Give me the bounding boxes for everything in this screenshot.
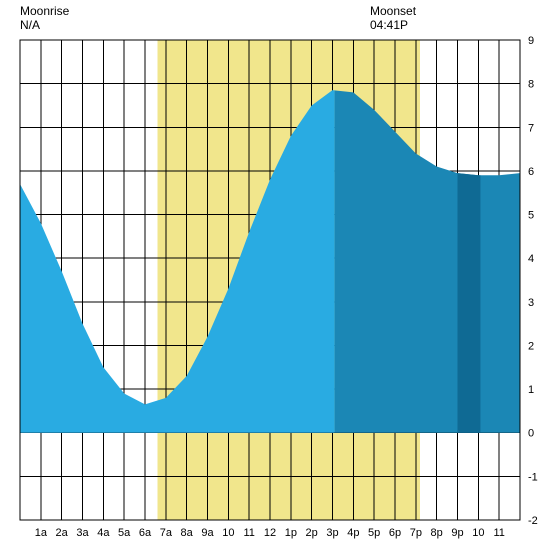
- x-tick-label: 2p: [306, 527, 318, 539]
- y-tick-label: 5: [528, 210, 534, 222]
- x-tick-label: 3p: [326, 527, 338, 539]
- x-tick-label: 4a: [97, 527, 110, 539]
- x-tick-label: 10: [222, 527, 234, 539]
- x-tick-label: 3a: [76, 527, 89, 539]
- y-tick-label: 4: [528, 253, 534, 265]
- x-tick-label: 6a: [139, 527, 152, 539]
- y-tick-label: 2: [528, 340, 534, 352]
- chart-svg: -2-101234567891a2a3a4a5a6a7a8a9a1011121p…: [0, 0, 550, 550]
- x-tick-label: 2a: [56, 527, 69, 539]
- tide-accent-band: [458, 173, 481, 433]
- y-tick-label: 7: [528, 122, 534, 134]
- x-tick-label: 10: [472, 527, 484, 539]
- moonrise-value: N/A: [20, 18, 69, 32]
- y-tick-label: 9: [528, 35, 534, 47]
- x-tick-label: 7p: [410, 527, 422, 539]
- x-tick-label: 9p: [451, 527, 463, 539]
- tide-chart: Moonrise N/A Moonset 04:41P -2-101234567…: [0, 0, 550, 550]
- tide-area-pm: [335, 90, 520, 432]
- x-tick-label: 11: [493, 527, 504, 539]
- moonset-block: Moonset 04:41P: [370, 4, 416, 33]
- x-tick-label: 1a: [35, 527, 48, 539]
- moonrise-label: Moonrise: [20, 4, 69, 18]
- y-tick-label: 8: [528, 79, 534, 91]
- moonset-value: 04:41P: [370, 18, 416, 32]
- x-tick-label: 7a: [160, 527, 173, 539]
- x-tick-label: 8a: [181, 527, 194, 539]
- x-tick-label: 1p: [285, 527, 297, 539]
- x-tick-label: 5p: [368, 527, 380, 539]
- moonrise-block: Moonrise N/A: [20, 4, 69, 33]
- y-tick-label: 6: [528, 166, 534, 178]
- moonset-label: Moonset: [370, 4, 416, 18]
- x-tick-label: 6p: [389, 527, 401, 539]
- y-tick-label: 1: [528, 384, 534, 396]
- y-tick-label: -1: [528, 471, 538, 483]
- x-tick-label: 8p: [431, 527, 443, 539]
- x-tick-label: 4p: [347, 527, 359, 539]
- x-tick-label: 12: [264, 527, 276, 539]
- y-tick-label: 3: [528, 297, 534, 309]
- x-tick-label: 11: [243, 527, 254, 539]
- x-tick-label: 5a: [118, 527, 131, 539]
- x-tick-label: 9a: [201, 527, 214, 539]
- y-tick-label: -2: [528, 515, 538, 527]
- y-tick-label: 0: [528, 428, 534, 440]
